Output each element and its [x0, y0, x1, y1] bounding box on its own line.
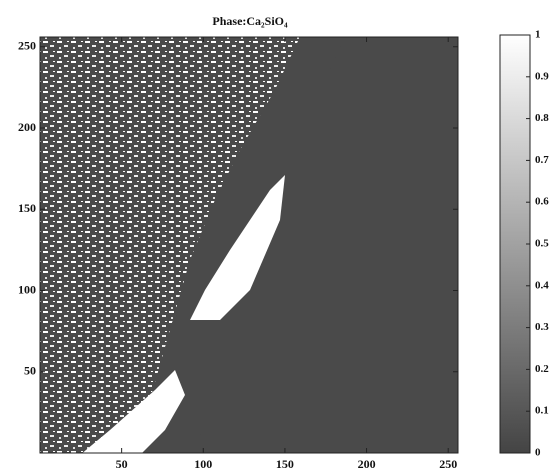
colorbar-tick-label: 0	[535, 447, 541, 459]
y-tick-label: 50	[24, 364, 36, 378]
colorbar	[499, 34, 531, 454]
colorbar-tick-label: 0.4	[535, 279, 549, 291]
colorbar-tick-label: 0.6	[535, 196, 549, 208]
colorbar-tick-label: 0.2	[535, 363, 549, 375]
x-tick-label: 200	[358, 457, 376, 471]
y-tick-label: 150	[18, 201, 36, 215]
colorbar-tick-label: 0.9	[535, 70, 549, 82]
phase-map	[39, 36, 459, 455]
y-tick-label: 100	[18, 282, 36, 296]
colorbar-tick-label: 1	[535, 29, 541, 41]
x-tick-label: 50	[116, 457, 128, 471]
x-tick-label: 100	[194, 457, 212, 471]
colorbar-tick-label: 0.1	[535, 405, 549, 417]
y-tick-label: 200	[18, 120, 36, 134]
bright-band	[190, 175, 285, 320]
plot-frame	[39, 36, 459, 454]
colorbar-tick-label: 0.7	[535, 154, 549, 166]
colorbar-tick-label: 0.8	[535, 112, 549, 124]
x-tick-label: 150	[276, 457, 294, 471]
colorbar-tick-label: 0.3	[535, 321, 549, 333]
bright-band-lower	[80, 370, 185, 455]
speckle-region	[40, 37, 300, 453]
chart-title: Phase:Ca₂SiO₄	[212, 14, 288, 28]
x-tick-label: 250	[439, 457, 457, 471]
y-tick-label: 250	[18, 39, 36, 53]
colorbar-tick-label: 0.5	[535, 238, 549, 250]
